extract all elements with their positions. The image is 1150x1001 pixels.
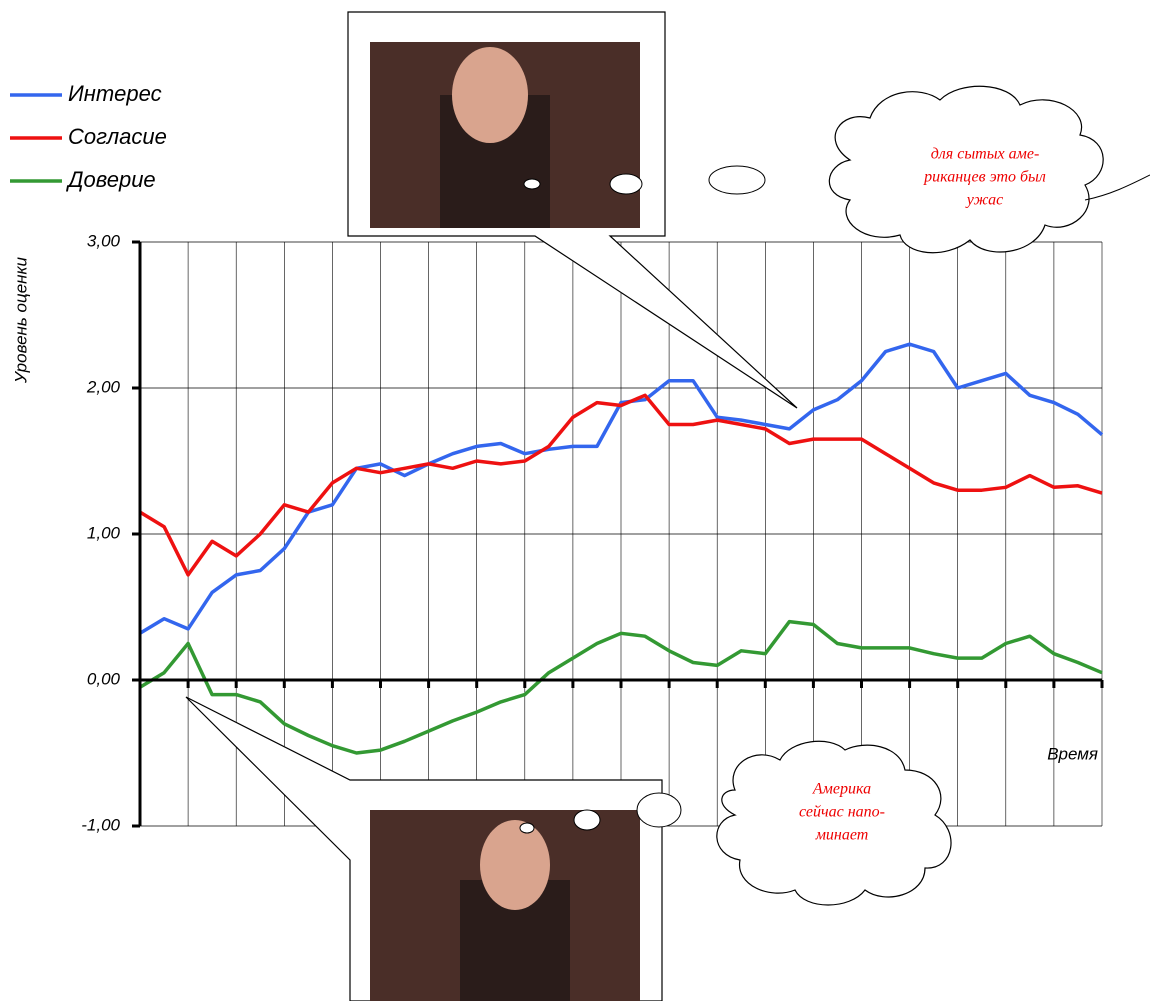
y-tick-label: 3,00	[87, 231, 121, 250]
annotation-line: ужас	[965, 192, 1003, 209]
legend-label: Согласие	[68, 124, 167, 149]
annotation-line: сейчас напо-	[799, 804, 885, 821]
x-axis-label: Время	[1047, 744, 1098, 763]
cloud	[716, 740, 952, 906]
legend-label: Доверие	[65, 167, 156, 192]
annotation-line: риканцев это был	[923, 169, 1046, 186]
annotation: для сытых аме-риканцев это был ужас	[923, 146, 1046, 209]
cloud	[828, 85, 1104, 254]
y-tick-label: 0,00	[87, 669, 121, 688]
annotation-line: минает	[815, 827, 869, 844]
y-tick-label: 2,00	[86, 377, 121, 396]
lines	[139, 342, 1104, 755]
y-tick-label: -1,00	[81, 815, 120, 834]
axes: -1,00 0,00 1,00 2,00 3,00	[81, 231, 1104, 834]
series-line	[139, 393, 1103, 577]
series-line	[139, 342, 1104, 635]
grid	[139, 241, 1103, 827]
annotation-line: для сытых аме-	[931, 146, 1040, 163]
photo-callout-top	[347, 11, 798, 409]
legend: Интерес Согласие Доверие	[10, 81, 167, 192]
legend-label: Интерес	[68, 81, 162, 106]
photo-callout-bottom	[185, 696, 682, 1001]
y-axis-label: Уровень оценки	[11, 256, 30, 384]
annotation-line: Америка	[812, 781, 871, 798]
series-line	[139, 619, 1103, 755]
y-tick-label: 1,00	[87, 523, 121, 542]
annotation: Америка сейчас напо-минает	[799, 781, 885, 844]
